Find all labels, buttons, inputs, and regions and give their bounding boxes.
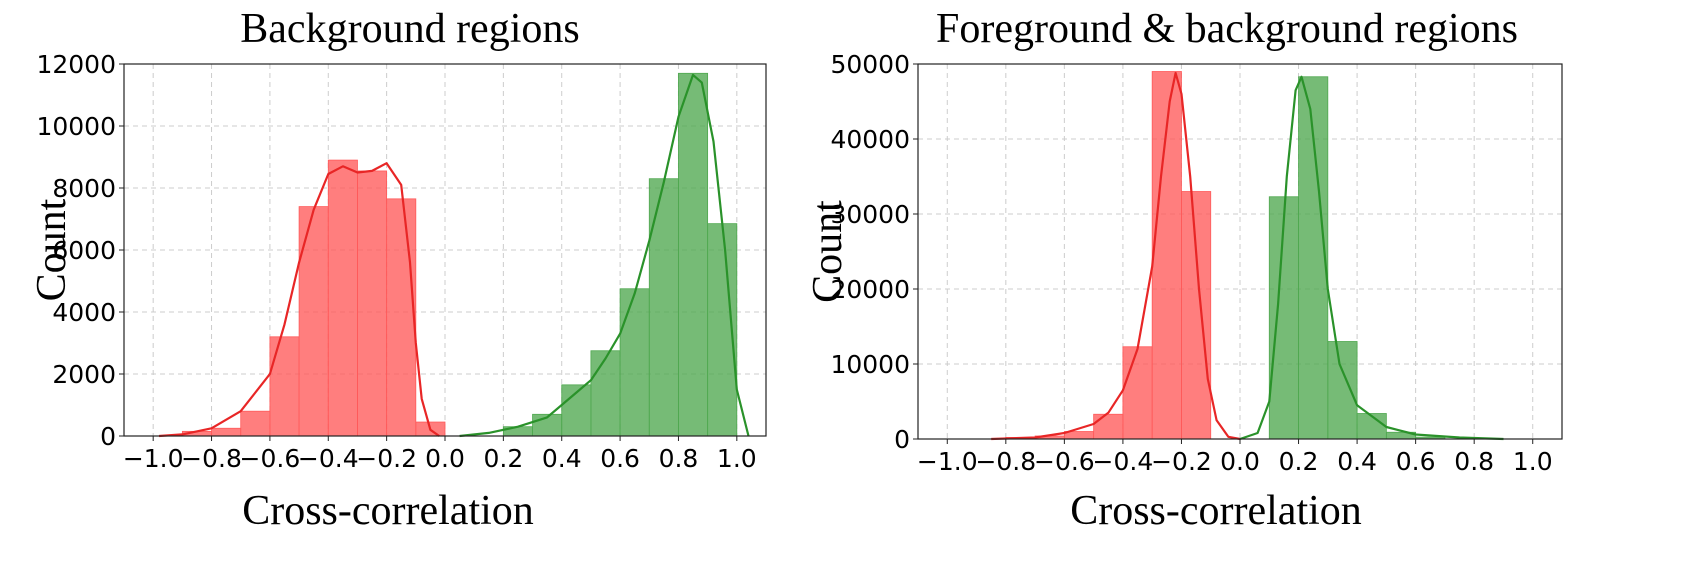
y-axis-ticks: 0 2000 4000 6000 8000 10000 12000 <box>36 50 124 451</box>
y-tick-label: 0 <box>894 425 910 454</box>
x-tick-label: 0.0 <box>425 444 465 473</box>
x-axis-ticks: −1.0−0.8−0.6−0.4−0.2 0.0 0.2 0.4 0.6 0.8 1.0 <box>123 436 757 473</box>
y-tick-label: 10000 <box>830 350 910 379</box>
y-axis-label: Count <box>805 200 851 303</box>
histogram-series <box>1268 76 1446 440</box>
x-tick-label: 0.8 <box>1454 447 1494 476</box>
x-tick-label: −0.8 <box>975 447 1036 476</box>
histogram-bar <box>240 410 271 437</box>
histogram-bar <box>1093 413 1124 440</box>
histogram-bar <box>1268 196 1299 440</box>
histogram-chart-foreground-background: Foreground & background regions−1.0−0.8−… <box>805 6 1563 534</box>
y-tick-label: 4000 <box>52 298 116 327</box>
y-tick-label: 30000 <box>830 200 910 229</box>
x-axis-label: Cross-correlation <box>242 488 534 534</box>
histogram-series <box>502 72 738 437</box>
histogram-series <box>1005 71 1212 440</box>
histogram-bar <box>386 198 417 437</box>
x-tick-label: −0.6 <box>240 444 301 473</box>
histogram-bar <box>269 336 300 437</box>
x-tick-label: 0.6 <box>600 444 640 473</box>
histogram-bar <box>357 170 388 437</box>
histogram-bar <box>619 288 650 437</box>
histogram-bar <box>1122 346 1153 440</box>
x-tick-label: −0.4 <box>298 444 359 473</box>
y-tick-label: 10000 <box>36 112 116 141</box>
x-tick-label: −0.4 <box>1093 447 1154 476</box>
chart-panel-foreground-background: Foreground & background regions −1.0 −0.8−… <box>800 0 1690 573</box>
kde-curve <box>459 73 750 438</box>
x-tick-label: −0.6 <box>1034 447 1095 476</box>
kde-curve <box>1239 75 1504 441</box>
x-tick-label: 1.0 <box>717 444 757 473</box>
histogram-bar <box>648 178 679 437</box>
x-tick-label: 0.4 <box>542 444 582 473</box>
x-tick-label: 0.6 <box>1396 447 1436 476</box>
histogram-bar <box>1181 191 1212 440</box>
histogram-series <box>181 159 446 437</box>
x-tick-label: 1.0 <box>1513 447 1553 476</box>
y-tick-label: 6000 <box>52 236 116 265</box>
x-axis-label: Cross-correlation <box>1070 488 1362 534</box>
histogram-bar <box>327 159 358 437</box>
x-tick-label: −0.2 <box>356 444 417 473</box>
x-tick-label: −0.2 <box>1151 447 1212 476</box>
y-tick-label: 50000 <box>830 50 910 79</box>
chart-panel-background: Background regions −1.0 −0.8 −0.6 −0.4 −0.2 0.… <box>0 0 800 573</box>
x-tick-label: −1.0 <box>917 447 978 476</box>
x-tick-label: −1.0 <box>123 444 184 473</box>
y-tick-label: 8000 <box>52 174 116 203</box>
histogram-bar <box>590 350 621 437</box>
x-tick-label: −0.8 <box>181 444 242 473</box>
x-axis-ticks: −1.0−0.8−0.6−0.4−0.2 0.0 0.2 0.4 0.6 0.8 1.0 <box>917 439 1553 476</box>
kde-curve <box>158 162 440 438</box>
histogram-bar <box>298 206 329 437</box>
y-axis-ticks: 0 10000 20000 30000 40000 50000 <box>830 50 918 454</box>
y-tick-label: 0 <box>100 422 116 451</box>
x-tick-label: 0.2 <box>1279 447 1319 476</box>
grid-lines <box>918 63 1562 440</box>
y-tick-label: 40000 <box>830 125 910 154</box>
histogram-chart-background: Background regions −1.0−0.8−0.6−0.4−0.2 0.… <box>29 6 767 534</box>
histogram-bar <box>678 72 709 437</box>
chart-title: Background regions <box>240 6 579 52</box>
histogram-bar <box>1327 341 1358 440</box>
y-tick-label: 20000 <box>830 275 910 304</box>
x-tick-label: 0.2 <box>483 444 523 473</box>
y-tick-label: 2000 <box>52 360 116 389</box>
histogram-bar <box>211 427 242 437</box>
x-tick-label: 0.8 <box>659 444 699 473</box>
y-axis-label: Count <box>29 198 75 301</box>
x-tick-label: 0.4 <box>1337 447 1377 476</box>
x-tick-label: 0.0 <box>1220 447 1260 476</box>
y-tick-label: 12000 <box>36 50 116 79</box>
chart-title: Foreground & background regions <box>936 6 1518 52</box>
kde-curve <box>991 71 1241 441</box>
